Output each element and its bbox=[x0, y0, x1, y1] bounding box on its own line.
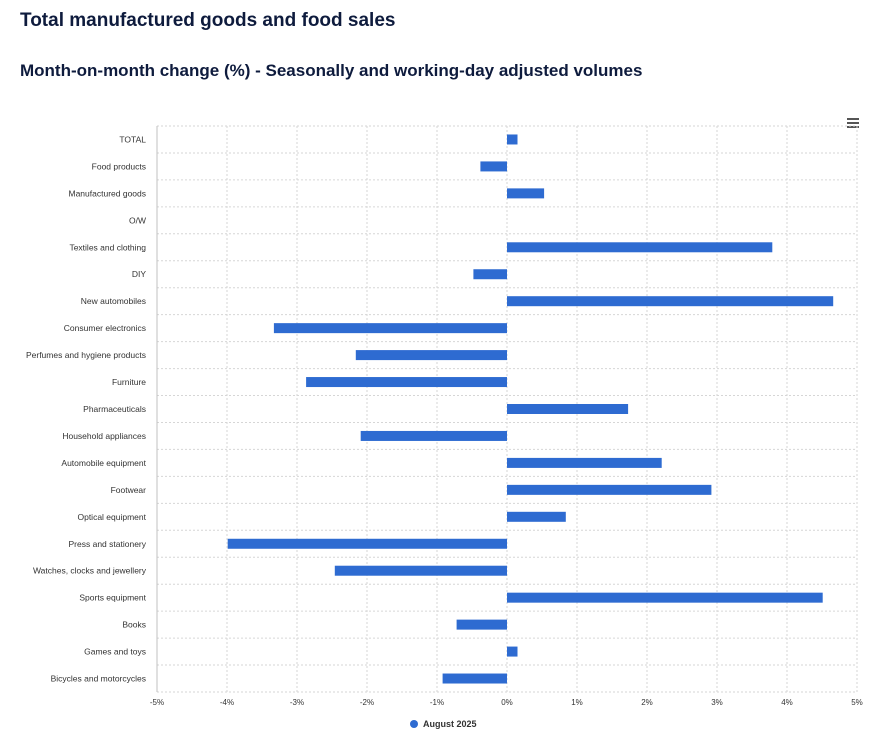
bar-new-automobiles bbox=[507, 296, 833, 306]
tick-label: 4% bbox=[781, 698, 793, 707]
category-axis: TOTAL Food products Manufactured goods O/W T… bbox=[26, 134, 147, 683]
bar-footwear bbox=[507, 485, 711, 495]
tick-label: -5% bbox=[150, 698, 164, 707]
bar-automobile-equipment bbox=[507, 458, 662, 468]
category-label: Pharmaceuticals bbox=[83, 404, 146, 414]
category-label: Optical equipment bbox=[77, 512, 146, 522]
legend-marker bbox=[410, 720, 418, 728]
bar-chart: TOTAL Food products Manufactured goods O/W T… bbox=[0, 0, 896, 750]
bar-diy bbox=[473, 269, 507, 279]
tick-label: 1% bbox=[571, 698, 583, 707]
bar-perfumes-and-hygiene-products bbox=[356, 350, 507, 360]
tick-label: -1% bbox=[430, 698, 444, 707]
bar-books bbox=[457, 620, 507, 630]
bar-consumer-electronics bbox=[274, 323, 507, 333]
category-label: Games and toys bbox=[84, 647, 146, 657]
category-label: O/W bbox=[129, 215, 146, 225]
legend-label: August 2025 bbox=[423, 719, 477, 729]
value-axis: -5% -4% -3% -2% -1% 0% 1% 2% 3% 4% 5% bbox=[150, 698, 863, 707]
category-label: Food products bbox=[92, 161, 146, 171]
bar-total bbox=[507, 134, 518, 144]
tick-label: -3% bbox=[290, 698, 304, 707]
bar-bicycles-and-motorcycles bbox=[443, 674, 507, 684]
bar-press-and-stationery bbox=[228, 539, 507, 549]
category-label: Footwear bbox=[111, 485, 147, 495]
bar-optical-equipment bbox=[507, 512, 566, 522]
category-label: Sports equipment bbox=[79, 593, 146, 603]
category-label: Household appliances bbox=[62, 431, 146, 441]
category-label: Manufactured goods bbox=[69, 188, 147, 198]
bar-textiles-and-clothing bbox=[507, 242, 772, 252]
chart-bars bbox=[228, 134, 834, 683]
category-label: Automobile equipment bbox=[61, 458, 146, 468]
category-label: Perfumes and hygiene products bbox=[26, 350, 146, 360]
category-label: Consumer electronics bbox=[64, 323, 146, 333]
category-label: Furniture bbox=[112, 377, 146, 387]
category-label: DIY bbox=[132, 269, 147, 279]
bar-household-appliances bbox=[361, 431, 507, 441]
tick-label: 3% bbox=[711, 698, 723, 707]
bar-manufactured-goods bbox=[507, 188, 544, 198]
bar-furniture bbox=[306, 377, 507, 387]
category-label: Bicycles and motorcycles bbox=[51, 674, 146, 684]
bar-games-and-toys bbox=[507, 647, 518, 657]
tick-label: -4% bbox=[220, 698, 234, 707]
bar-watches-clocks-and-jewellery bbox=[335, 566, 507, 576]
bar-sports-equipment bbox=[507, 593, 823, 603]
category-label: New automobiles bbox=[81, 296, 146, 306]
tick-label: 0% bbox=[501, 698, 513, 707]
category-label: Watches, clocks and jewellery bbox=[33, 566, 147, 576]
bar-food-products bbox=[480, 161, 507, 171]
tick-label: 2% bbox=[641, 698, 653, 707]
bar-pharmaceuticals bbox=[507, 404, 628, 414]
category-label: Press and stationery bbox=[69, 539, 147, 549]
category-label: Textiles and clothing bbox=[69, 242, 146, 252]
category-label: Books bbox=[122, 620, 146, 630]
tick-label: -2% bbox=[360, 698, 374, 707]
tick-label: 5% bbox=[851, 698, 863, 707]
category-label: TOTAL bbox=[119, 134, 146, 144]
chart-legend[interactable]: August 2025 bbox=[410, 719, 477, 729]
